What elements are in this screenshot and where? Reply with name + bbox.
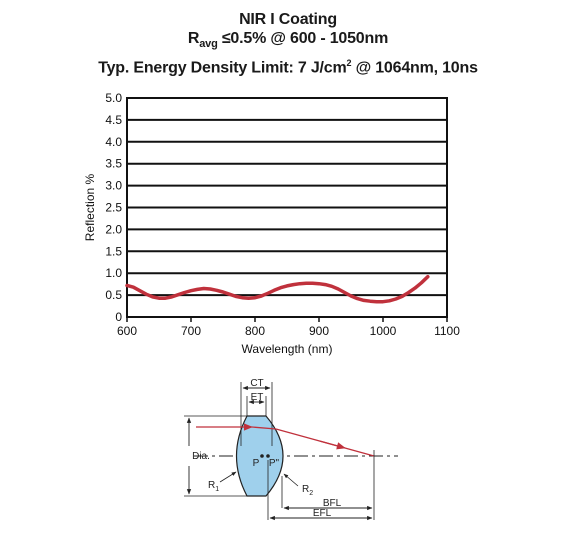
r2-symbol: R (302, 484, 309, 495)
r2-leader (283, 473, 299, 487)
x-tick-label: 1100 (434, 324, 460, 338)
y-tick-label: 3.0 (105, 179, 122, 193)
y-axis-label: Reflection % (83, 173, 97, 241)
r1-label: R1 (208, 480, 219, 493)
ravg-spec: ≤0.5% @ 600 - 1050nm (217, 30, 389, 47)
bfl-label: BFL (323, 498, 342, 509)
y-tick-label: 1.0 (105, 266, 122, 280)
ct-label: CT (250, 378, 263, 389)
ravg-symbol: R (187, 30, 200, 47)
efl-label: EFL (313, 508, 332, 519)
ravg-subscript: avg (199, 38, 218, 51)
p-prime-label: P" (269, 458, 280, 469)
principal-point-p-prime (266, 454, 270, 458)
energy-spec-rest: @ 1064nm, 10ns (351, 59, 478, 77)
r1-subscript: 1 (215, 486, 219, 493)
x-axis-label: Wavelength (nm) (242, 342, 333, 356)
x-tick-label: 800 (245, 324, 265, 338)
reflection-series-line (125, 274, 430, 304)
x-tick-label: 900 (309, 324, 329, 338)
dia-label: Dia. (192, 451, 210, 462)
r2-label: R2 (302, 484, 313, 497)
y-tick-label: 2.0 (105, 222, 122, 236)
energy-spec: Typ. Energy Density Limit: 7 J/cm (98, 59, 347, 77)
y-tick-label: 3.5 (105, 157, 122, 171)
chart-subtitle-energy: Typ. Energy Density Limit: 7 J/cm2 @ 106… (0, 54, 576, 77)
r1-leader (219, 471, 237, 483)
y-tick-label: 0 (115, 310, 122, 324)
y-tick-label: 0.5 (105, 288, 122, 302)
y-tick-label: 4.5 (105, 113, 122, 127)
refracted-ray-arrow (319, 440, 346, 450)
y-tick-label: 2.5 (105, 201, 122, 215)
p-label: P (253, 458, 260, 469)
lens-ray (251, 426, 277, 430)
energy-superscript: 2 (346, 58, 352, 69)
r2-subscript: 2 (309, 490, 313, 497)
r1-symbol: R (208, 480, 215, 491)
principal-point-p (260, 454, 264, 458)
x-tick-label: 1000 (370, 324, 397, 338)
y-tick-label: 1.5 (105, 244, 122, 258)
lens-body (235, 415, 284, 497)
x-tick-label: 700 (181, 324, 201, 338)
y-tick-label: 5.0 (105, 91, 122, 105)
chart-title-block: NIR I Coating Ravg ≤0.5% @ 600 - 1050nm … (0, 10, 576, 78)
et-label: ET (251, 392, 264, 403)
y-tick-label: 4.0 (105, 135, 122, 149)
plot-frame (126, 97, 448, 318)
chart-title: NIR I Coating (239, 11, 337, 28)
x-tick-label: 600 (117, 324, 137, 338)
chart-subtitle-reflectance: Ravg ≤0.5% @ 600 - 1050nm (0, 29, 576, 54)
